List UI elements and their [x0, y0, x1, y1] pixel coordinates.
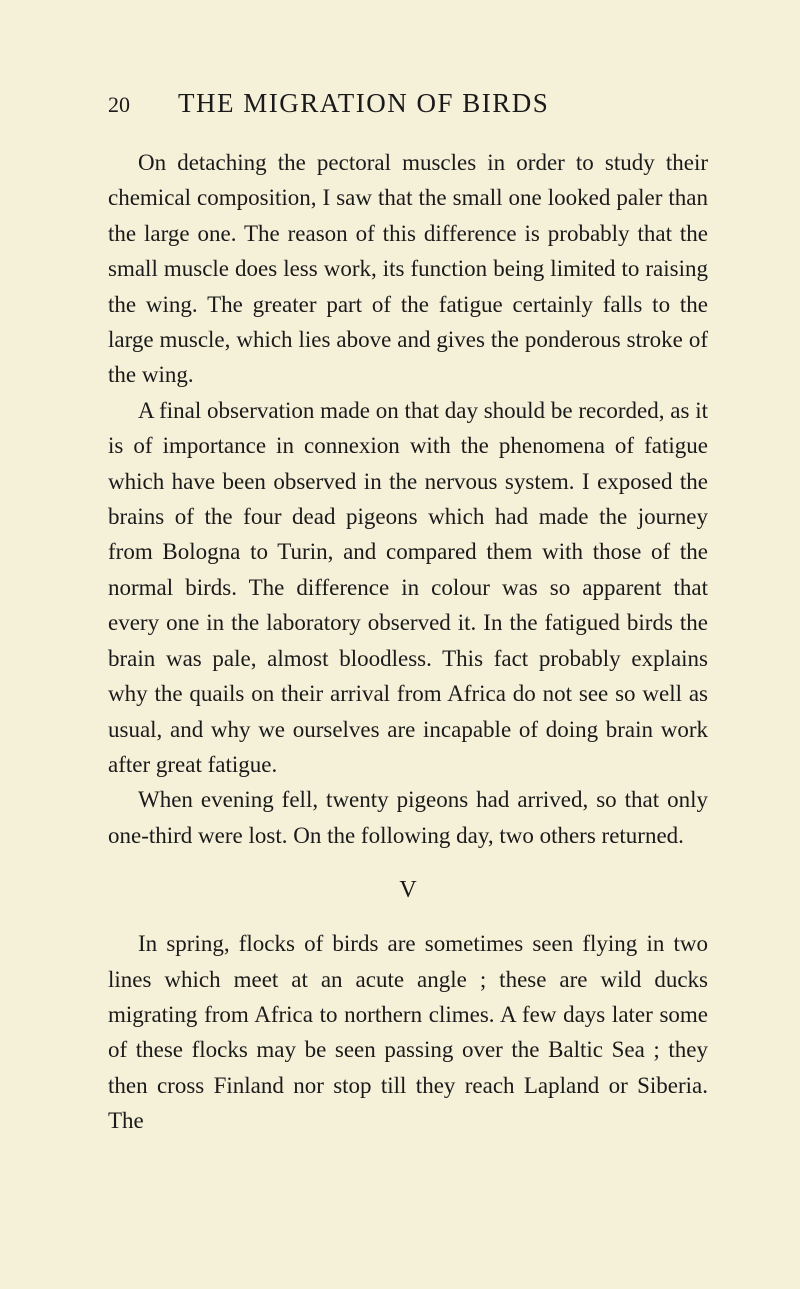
body-paragraph-2: A final observation made on that day sho… — [108, 393, 708, 782]
page-title: THE MIGRATION OF BIRDS — [178, 88, 549, 119]
body-paragraph-4: In spring, flocks of birds are sometimes… — [108, 926, 708, 1138]
page-header: 20 THE MIGRATION OF BIRDS — [108, 88, 708, 119]
body-paragraph-3: When evening fell, twenty pigeons had ar… — [108, 782, 708, 853]
body-paragraph-1: On detaching the pectoral muscles in ord… — [108, 145, 708, 393]
section-number: V — [108, 877, 708, 904]
page-number: 20 — [108, 92, 130, 118]
